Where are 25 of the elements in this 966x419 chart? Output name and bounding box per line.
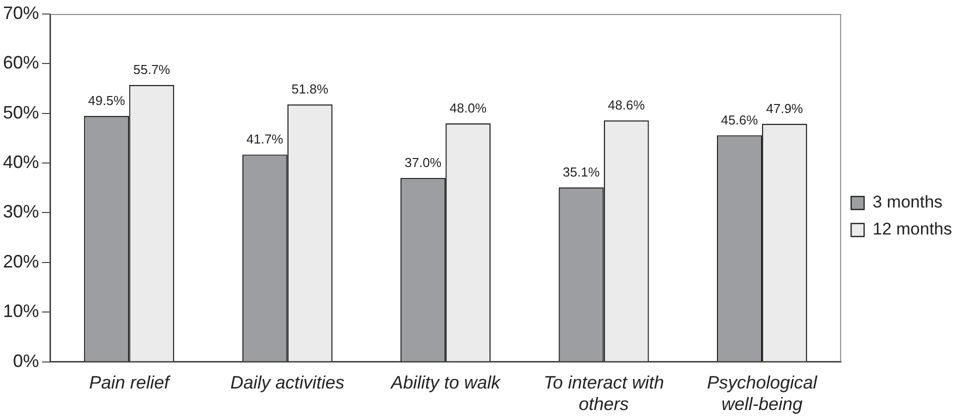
y-tick-label: 10% xyxy=(2,301,40,322)
data-label: 35.1% xyxy=(562,164,600,180)
y-tick-label: 50% xyxy=(2,102,40,122)
data-label: 51.8% xyxy=(291,82,329,97)
x-tick-label: Pain relief xyxy=(89,372,172,393)
data-label: 49.5% xyxy=(88,92,126,108)
y-tick-label: 20% xyxy=(2,251,40,272)
data-label: 48.0% xyxy=(450,100,487,116)
data-label: 48.6% xyxy=(608,97,646,112)
y-tick-label: 40% xyxy=(2,152,40,172)
legend-label: 3 months xyxy=(872,192,943,212)
y-tick-label: 70% xyxy=(2,2,40,23)
x-tick-label: Psychological well-being xyxy=(706,372,818,414)
legend-label: 12 months xyxy=(872,220,952,239)
y-tick-label: 30% xyxy=(2,202,40,222)
y-tick-label: 0% xyxy=(13,350,40,371)
data-label: 45.6% xyxy=(721,112,758,128)
data-label: 47.9% xyxy=(766,100,804,116)
data-label: 37.0% xyxy=(404,155,442,170)
y-tick-label: 60% xyxy=(2,52,40,73)
x-tick-label: Daily activities xyxy=(230,372,344,393)
x-tick-label: To interact with others xyxy=(544,372,664,414)
data-label: 41.7% xyxy=(246,132,284,147)
data-label: 55.7% xyxy=(133,62,171,78)
x-tick-label: Ability to walk xyxy=(390,372,502,393)
